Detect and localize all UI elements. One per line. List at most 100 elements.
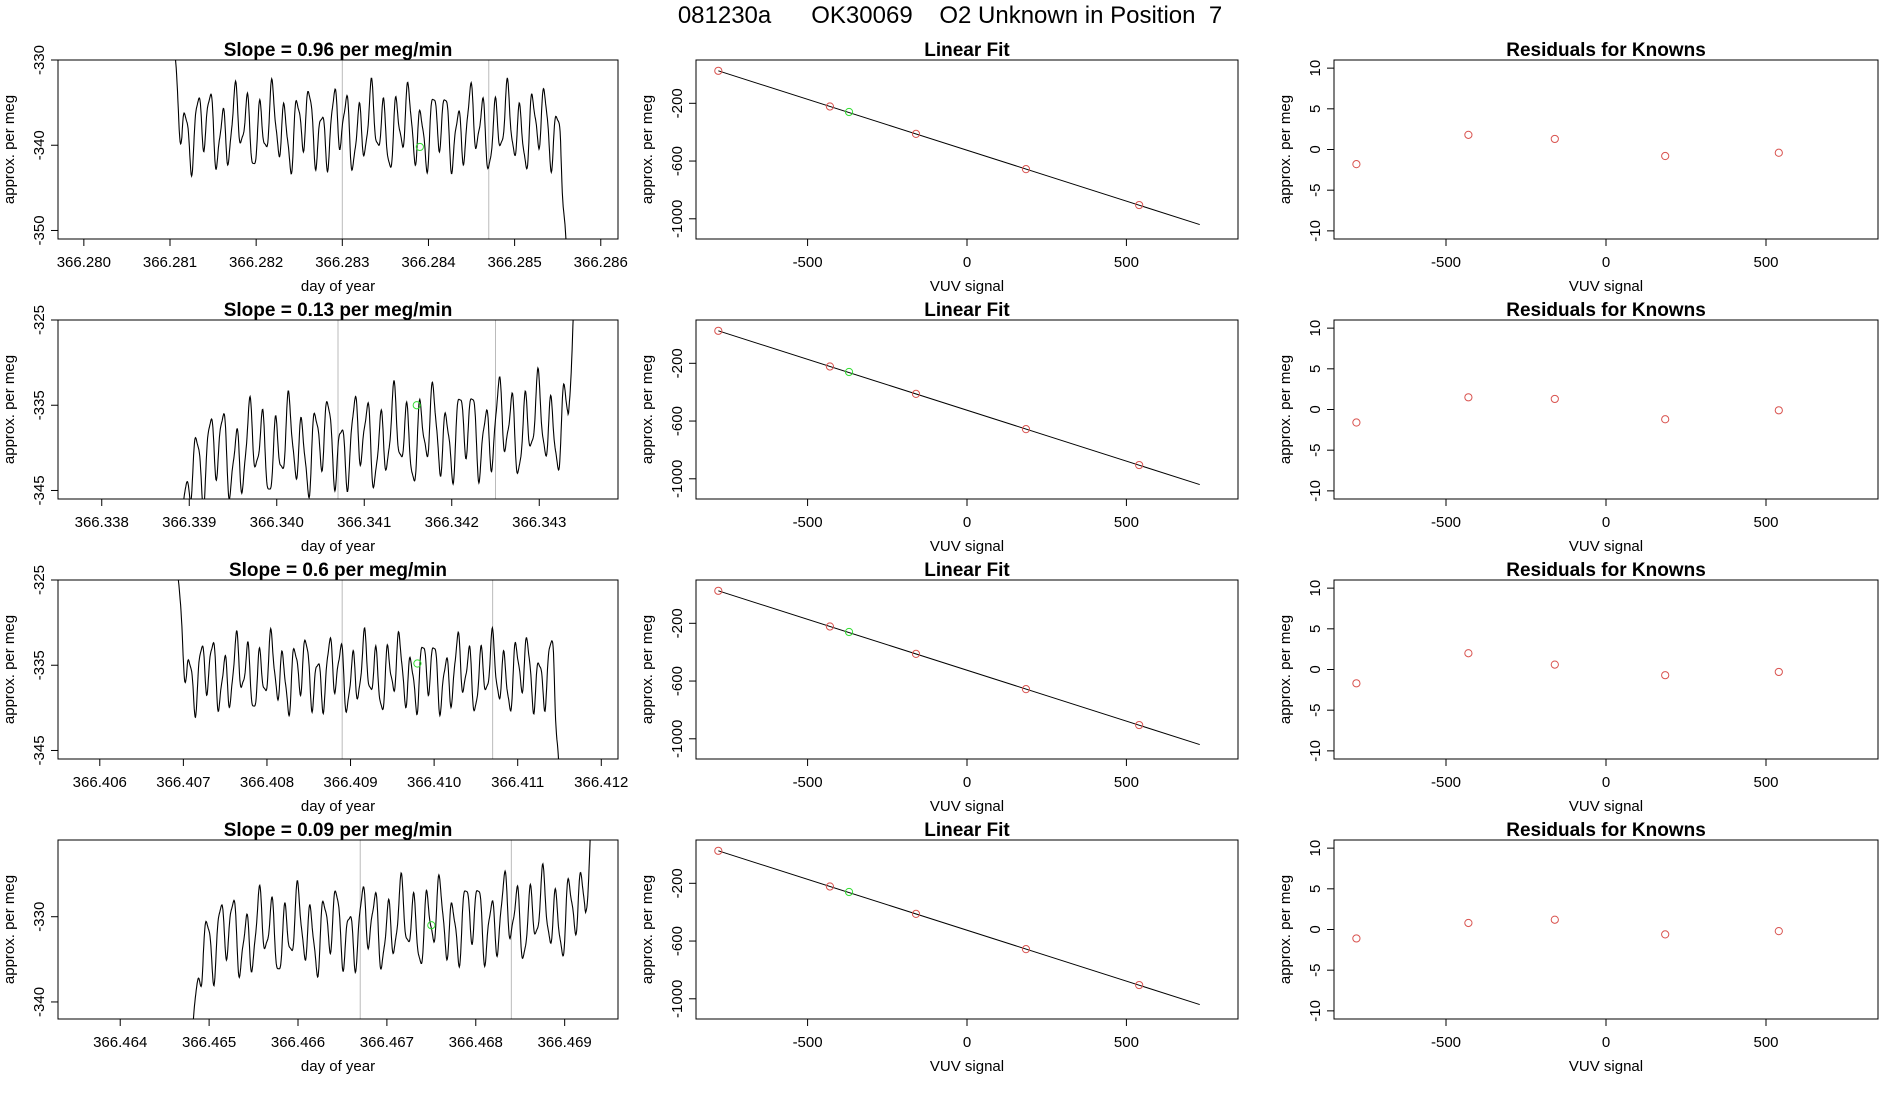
- known-point: [1021, 945, 1031, 954]
- plot-area: [714, 846, 1200, 1006]
- x-axis-label: day of year: [301, 278, 375, 295]
- x-tick-label: 366.406: [73, 774, 127, 791]
- panel-frame: [1333, 579, 1879, 760]
- x-tick-label: 0: [1602, 1034, 1610, 1051]
- y-tick-label: 5: [1307, 365, 1324, 373]
- known-point: [825, 882, 835, 891]
- panel-1: Slope = 0.96 per meg/min day of year appro…: [1, 40, 628, 295]
- plot-area: [1352, 649, 1783, 688]
- x-tick-label: 366.468: [449, 1034, 503, 1051]
- x-tick-label: 366.410: [407, 774, 461, 791]
- panel-title: Linear Fit: [924, 40, 1010, 61]
- panel-frame: [57, 59, 619, 240]
- y-tick-label: -5: [1307, 444, 1324, 457]
- y-tick-label: -200: [669, 868, 686, 898]
- x-axis-label: VUV signal: [1569, 798, 1643, 815]
- known-point: [911, 389, 921, 399]
- x-tick-label: -500: [793, 254, 823, 271]
- x-tick-label: 366.409: [323, 774, 377, 791]
- residual-point: [1774, 927, 1783, 936]
- y-tick-label: -200: [669, 608, 686, 638]
- x-tick-label: -500: [793, 514, 823, 531]
- known-point: [714, 846, 723, 855]
- y-tick-label: -340: [31, 130, 48, 160]
- y-tick-label: -10: [1307, 480, 1324, 502]
- known-point: [1135, 460, 1144, 470]
- y-tick-label: -345: [31, 735, 48, 765]
- residual-point: [1464, 393, 1473, 402]
- x-tick-label: 500: [1753, 774, 1778, 791]
- residual-point: [1774, 406, 1783, 415]
- residual-point: [1352, 160, 1361, 169]
- x-axis-label: VUV signal: [1569, 278, 1643, 295]
- y-tick-label: -5: [1307, 964, 1324, 977]
- y-tick-label: -10: [1307, 1000, 1324, 1022]
- known-point: [1135, 720, 1144, 730]
- y-axis-label: approx. per meg: [1, 875, 18, 984]
- y-tick-label: 0: [1307, 405, 1324, 413]
- panel-10: Slope = 0.09 per meg/min day of year appro…: [1, 820, 619, 1075]
- x-tick-label: 366.469: [538, 1034, 592, 1051]
- y-tick-label: -10: [1307, 740, 1324, 762]
- y-tick-label: -335: [31, 650, 48, 680]
- residual-point: [1352, 934, 1361, 943]
- plot-area: [714, 326, 1200, 486]
- fit-line: [718, 330, 1200, 486]
- plot-area: [1352, 915, 1783, 943]
- panel-title: Residuals for Knowns: [1506, 40, 1706, 61]
- x-tick-label: 0: [1602, 774, 1610, 791]
- fit-line: [718, 590, 1200, 746]
- y-axis-label: approx. per meg: [1, 615, 18, 724]
- y-tick-label: -345: [31, 475, 48, 505]
- plot-area: [174, 60, 567, 239]
- panel-frame: [695, 839, 1239, 1020]
- y-tick-label: 0: [1307, 145, 1324, 153]
- y-tick-label: -600: [669, 406, 686, 436]
- panel-12: Residuals for Knowns VUV signal approx. pe…: [1277, 820, 1879, 1075]
- panel-frame: [695, 59, 1239, 240]
- x-tick-label: 366.343: [512, 514, 566, 531]
- x-axis-label: VUV signal: [1569, 1058, 1643, 1075]
- figure-title: 081230a OK30069 O2 Unknown in Position 7: [677, 2, 1223, 29]
- panel-title: Linear Fit: [924, 560, 1010, 581]
- y-tick-label: -600: [669, 146, 686, 176]
- residual-point: [1464, 918, 1473, 928]
- y-tick-label: -200: [669, 88, 686, 118]
- plot-area: [1352, 393, 1783, 427]
- x-axis-label: VUV signal: [930, 278, 1004, 295]
- y-tick-label: -600: [669, 926, 686, 956]
- panel-7: Slope = 0.6 per meg/min day of year approx…: [1, 560, 628, 815]
- residual-point: [1352, 679, 1361, 688]
- known-point: [825, 622, 835, 631]
- y-tick-label: 5: [1307, 105, 1324, 113]
- known-point: [714, 326, 723, 335]
- x-tick-label: 366.341: [337, 514, 391, 531]
- y-tick-label: -1000: [669, 720, 686, 758]
- residual-point: [1550, 394, 1559, 404]
- y-tick-label: 0: [1307, 925, 1324, 933]
- y-tick-label: -5: [1307, 704, 1324, 717]
- residual-point: [1550, 134, 1559, 144]
- plot-area: [714, 66, 1200, 226]
- known-point: [714, 66, 723, 75]
- x-tick-label: 366.339: [162, 514, 216, 531]
- x-tick-label: 366.280: [57, 254, 111, 271]
- residual-point: [1774, 667, 1783, 677]
- residual-point: [1661, 415, 1670, 424]
- panel-frame: [1333, 839, 1879, 1020]
- known-point: [825, 102, 835, 111]
- known-point: [1021, 685, 1031, 694]
- x-tick-label: 500: [1753, 1034, 1778, 1051]
- y-tick-label: -325: [31, 565, 48, 595]
- panel-title: Residuals for Knowns: [1506, 820, 1706, 841]
- y-tick-label: 0: [1307, 665, 1324, 673]
- residual-point: [1352, 418, 1361, 427]
- x-tick-label: 500: [1114, 1034, 1139, 1051]
- y-tick-label: -1000: [669, 980, 686, 1018]
- residual-point: [1464, 130, 1473, 139]
- x-tick-label: 0: [963, 514, 971, 531]
- plot-area: [192, 840, 591, 1019]
- x-tick-label: 0: [1602, 514, 1610, 531]
- x-axis-label: day of year: [301, 538, 375, 555]
- y-axis-label: approx. per meg: [1, 355, 18, 464]
